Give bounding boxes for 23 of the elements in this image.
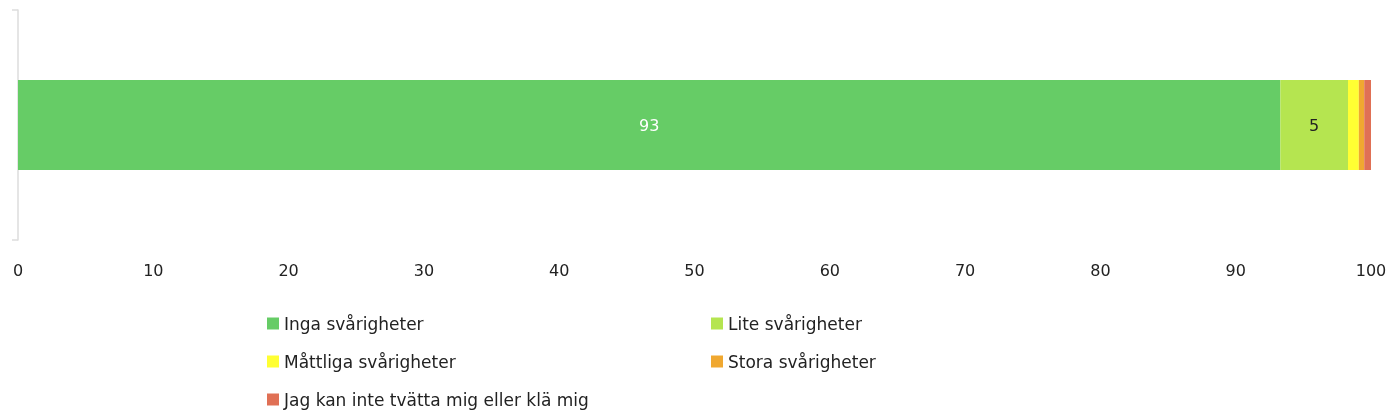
bar bbox=[1364, 80, 1371, 170]
x-tick-label: 20 bbox=[278, 260, 299, 280]
legend-label: Måttliga svårigheter bbox=[284, 351, 456, 372]
x-tick-label: 90 bbox=[1225, 260, 1246, 280]
data-label: 93 bbox=[638, 115, 660, 135]
x-tick-label: 80 bbox=[1090, 260, 1111, 280]
bar bbox=[1348, 80, 1359, 170]
legend-label: Jag kan inte tvätta mig eller klä mig bbox=[283, 389, 589, 410]
bar bbox=[1280, 80, 1348, 170]
x-tick-label: 10 bbox=[143, 260, 164, 280]
legend-label: Inga svårigheter bbox=[284, 313, 424, 334]
x-tick-label: 100 bbox=[1355, 260, 1387, 280]
legend-label: Stora svårigheter bbox=[728, 351, 876, 372]
x-tick-label: 50 bbox=[684, 260, 705, 280]
bar bbox=[18, 80, 1281, 170]
bar bbox=[1358, 80, 1365, 170]
x-tick-label: 70 bbox=[954, 260, 976, 280]
x-tick-label: 30 bbox=[413, 260, 435, 280]
x-tick-label: 60 bbox=[819, 260, 840, 280]
data-label: 5 bbox=[1309, 115, 1320, 135]
x-tick-label: 40 bbox=[549, 260, 570, 280]
x-tick-label: 0 bbox=[12, 260, 24, 280]
legend-label: Lite svårigheter bbox=[728, 313, 862, 334]
